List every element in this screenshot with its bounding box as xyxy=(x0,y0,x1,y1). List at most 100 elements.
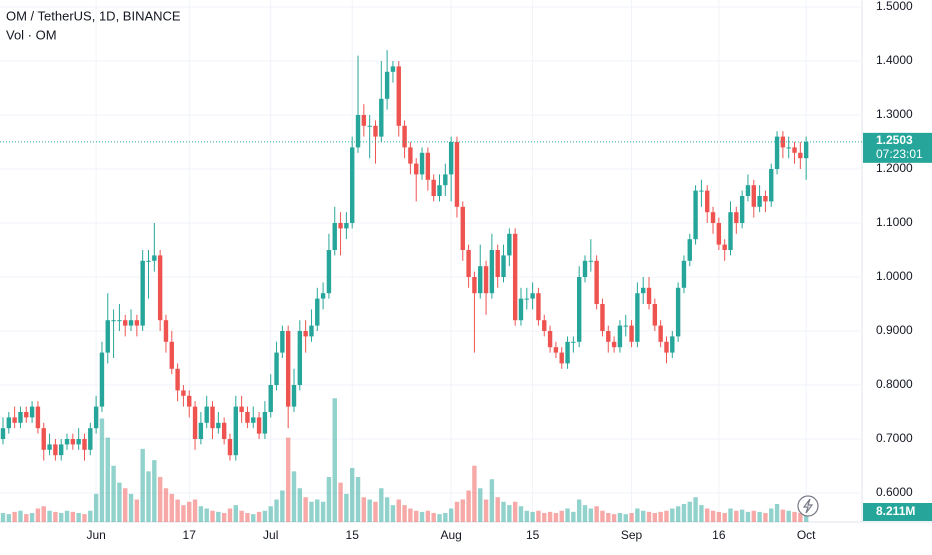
price-tag-label: 1.2503 xyxy=(876,133,913,147)
candle-body xyxy=(425,152,431,180)
volume-bar xyxy=(70,511,76,522)
candle-body xyxy=(710,212,716,223)
candle-body xyxy=(152,255,157,261)
candle-body xyxy=(320,293,326,299)
candle-body xyxy=(408,147,413,164)
candle-body xyxy=(576,277,582,342)
volume-bar xyxy=(408,508,413,522)
volume-bar xyxy=(53,511,58,522)
candle-body xyxy=(280,331,285,353)
candle-body xyxy=(64,439,70,445)
candle-body xyxy=(769,169,774,202)
volume-bar xyxy=(41,506,46,522)
replay-icon[interactable] xyxy=(797,495,819,517)
volume-bar xyxy=(291,471,297,522)
candle-body xyxy=(70,439,76,445)
volume-bar xyxy=(332,398,337,522)
volume-bar xyxy=(117,482,122,522)
volume-tag-label: 8.211M xyxy=(876,504,915,518)
volume-bar xyxy=(0,513,6,522)
candle-body xyxy=(355,115,361,148)
volume-bar xyxy=(181,505,186,522)
candle-body xyxy=(379,98,384,137)
candle-body xyxy=(169,341,174,369)
volume-bar xyxy=(140,448,145,522)
candle-body xyxy=(210,406,215,429)
volume-bar xyxy=(448,508,454,522)
x-tick-label: 15 xyxy=(346,528,360,542)
candle-body xyxy=(262,412,268,434)
candle-body xyxy=(606,331,611,342)
candle-body xyxy=(454,142,460,207)
volume-bar xyxy=(262,510,268,522)
volume-bar xyxy=(710,510,716,522)
candle-body xyxy=(629,325,634,342)
x-tick-label: Aug xyxy=(440,528,461,542)
volume-bar xyxy=(798,513,803,522)
candle-body xyxy=(507,233,512,256)
volume-bar xyxy=(635,508,640,522)
candle-body xyxy=(251,417,256,423)
candle-body xyxy=(739,196,745,223)
candle-body xyxy=(588,260,594,262)
candle-body xyxy=(332,223,337,250)
candle-body xyxy=(478,266,483,294)
candle-body xyxy=(699,190,704,192)
candle-body xyxy=(285,331,291,407)
chart-title: OM / TetherUS, 1D, BINANCE xyxy=(6,8,181,23)
candle-body xyxy=(82,439,87,450)
candle-body xyxy=(163,320,169,342)
candle-body xyxy=(309,325,314,337)
candle-body xyxy=(780,136,786,148)
volume-bar xyxy=(489,479,495,522)
candle-body xyxy=(716,223,722,245)
volume-bar xyxy=(670,508,675,522)
candle-body xyxy=(88,428,93,450)
volume-bar xyxy=(524,510,529,522)
volume-bar xyxy=(734,510,739,522)
volume-bar xyxy=(716,511,722,522)
candle-body xyxy=(384,71,390,99)
candle-body xyxy=(350,147,355,223)
volume-bar xyxy=(559,510,564,522)
candle-body xyxy=(146,260,151,262)
candle-body xyxy=(664,341,669,353)
volume-bar xyxy=(553,513,559,522)
x-tick-label: 17 xyxy=(183,528,197,542)
candle-body xyxy=(512,233,518,321)
volume-bar xyxy=(611,514,617,522)
volume-bar xyxy=(495,497,500,522)
volume-bar xyxy=(76,513,81,522)
candle-body xyxy=(617,325,623,348)
candle-body xyxy=(745,185,751,196)
candle-body xyxy=(105,320,110,353)
volume-bar xyxy=(606,513,611,522)
candle-body xyxy=(402,125,407,148)
volume-bar xyxy=(123,488,128,522)
volume-bar xyxy=(320,501,326,522)
candle-body xyxy=(338,223,343,229)
candle-body xyxy=(675,287,681,337)
price-tag xyxy=(863,132,932,163)
volume-bar xyxy=(419,511,425,522)
volume-bar xyxy=(530,511,535,522)
volume-bar xyxy=(285,437,291,522)
y-tick-label: 0.6000 xyxy=(876,485,913,499)
candle-body xyxy=(12,417,17,423)
candle-body xyxy=(198,422,204,439)
y-tick-label: 1.4000 xyxy=(876,53,913,67)
candle-body xyxy=(437,185,442,196)
volume-bar xyxy=(728,508,733,522)
volume-bar xyxy=(239,510,244,522)
candle-body xyxy=(221,422,227,439)
volume-bar xyxy=(169,493,174,522)
volume-bar xyxy=(658,511,663,522)
y-tick-label: 1.0000 xyxy=(876,269,913,283)
candle-body xyxy=(705,190,710,213)
volume-bar xyxy=(134,499,140,522)
volume-bar xyxy=(216,511,221,522)
candle-body xyxy=(658,325,663,342)
volume-bar xyxy=(29,513,35,522)
volume-bar xyxy=(64,510,70,522)
volume-bar xyxy=(478,488,483,522)
